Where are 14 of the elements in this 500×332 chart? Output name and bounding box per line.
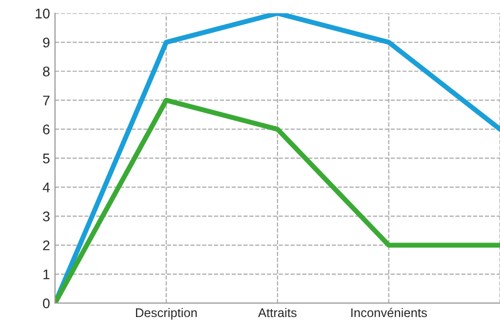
y-tick-label: 8	[43, 66, 50, 76]
x-tick-label: Attraits	[258, 308, 296, 318]
x-tick-label: Inconvénients	[351, 308, 427, 318]
y-tick-label: 7	[43, 96, 50, 106]
y-tick-label: 2	[43, 240, 50, 250]
y-tick-label: 0	[42, 298, 50, 308]
y-tick-label: 9	[43, 38, 50, 48]
y-tick-label: 3	[42, 212, 50, 222]
x-tick-label: Description	[136, 308, 197, 320]
y-tick-label: 6	[43, 124, 50, 134]
y-tick-label: 5	[42, 154, 50, 164]
y-tick-label: 4	[42, 182, 50, 192]
y-tick-label: 1	[43, 270, 50, 280]
y-tick-label: 10	[36, 8, 50, 18]
